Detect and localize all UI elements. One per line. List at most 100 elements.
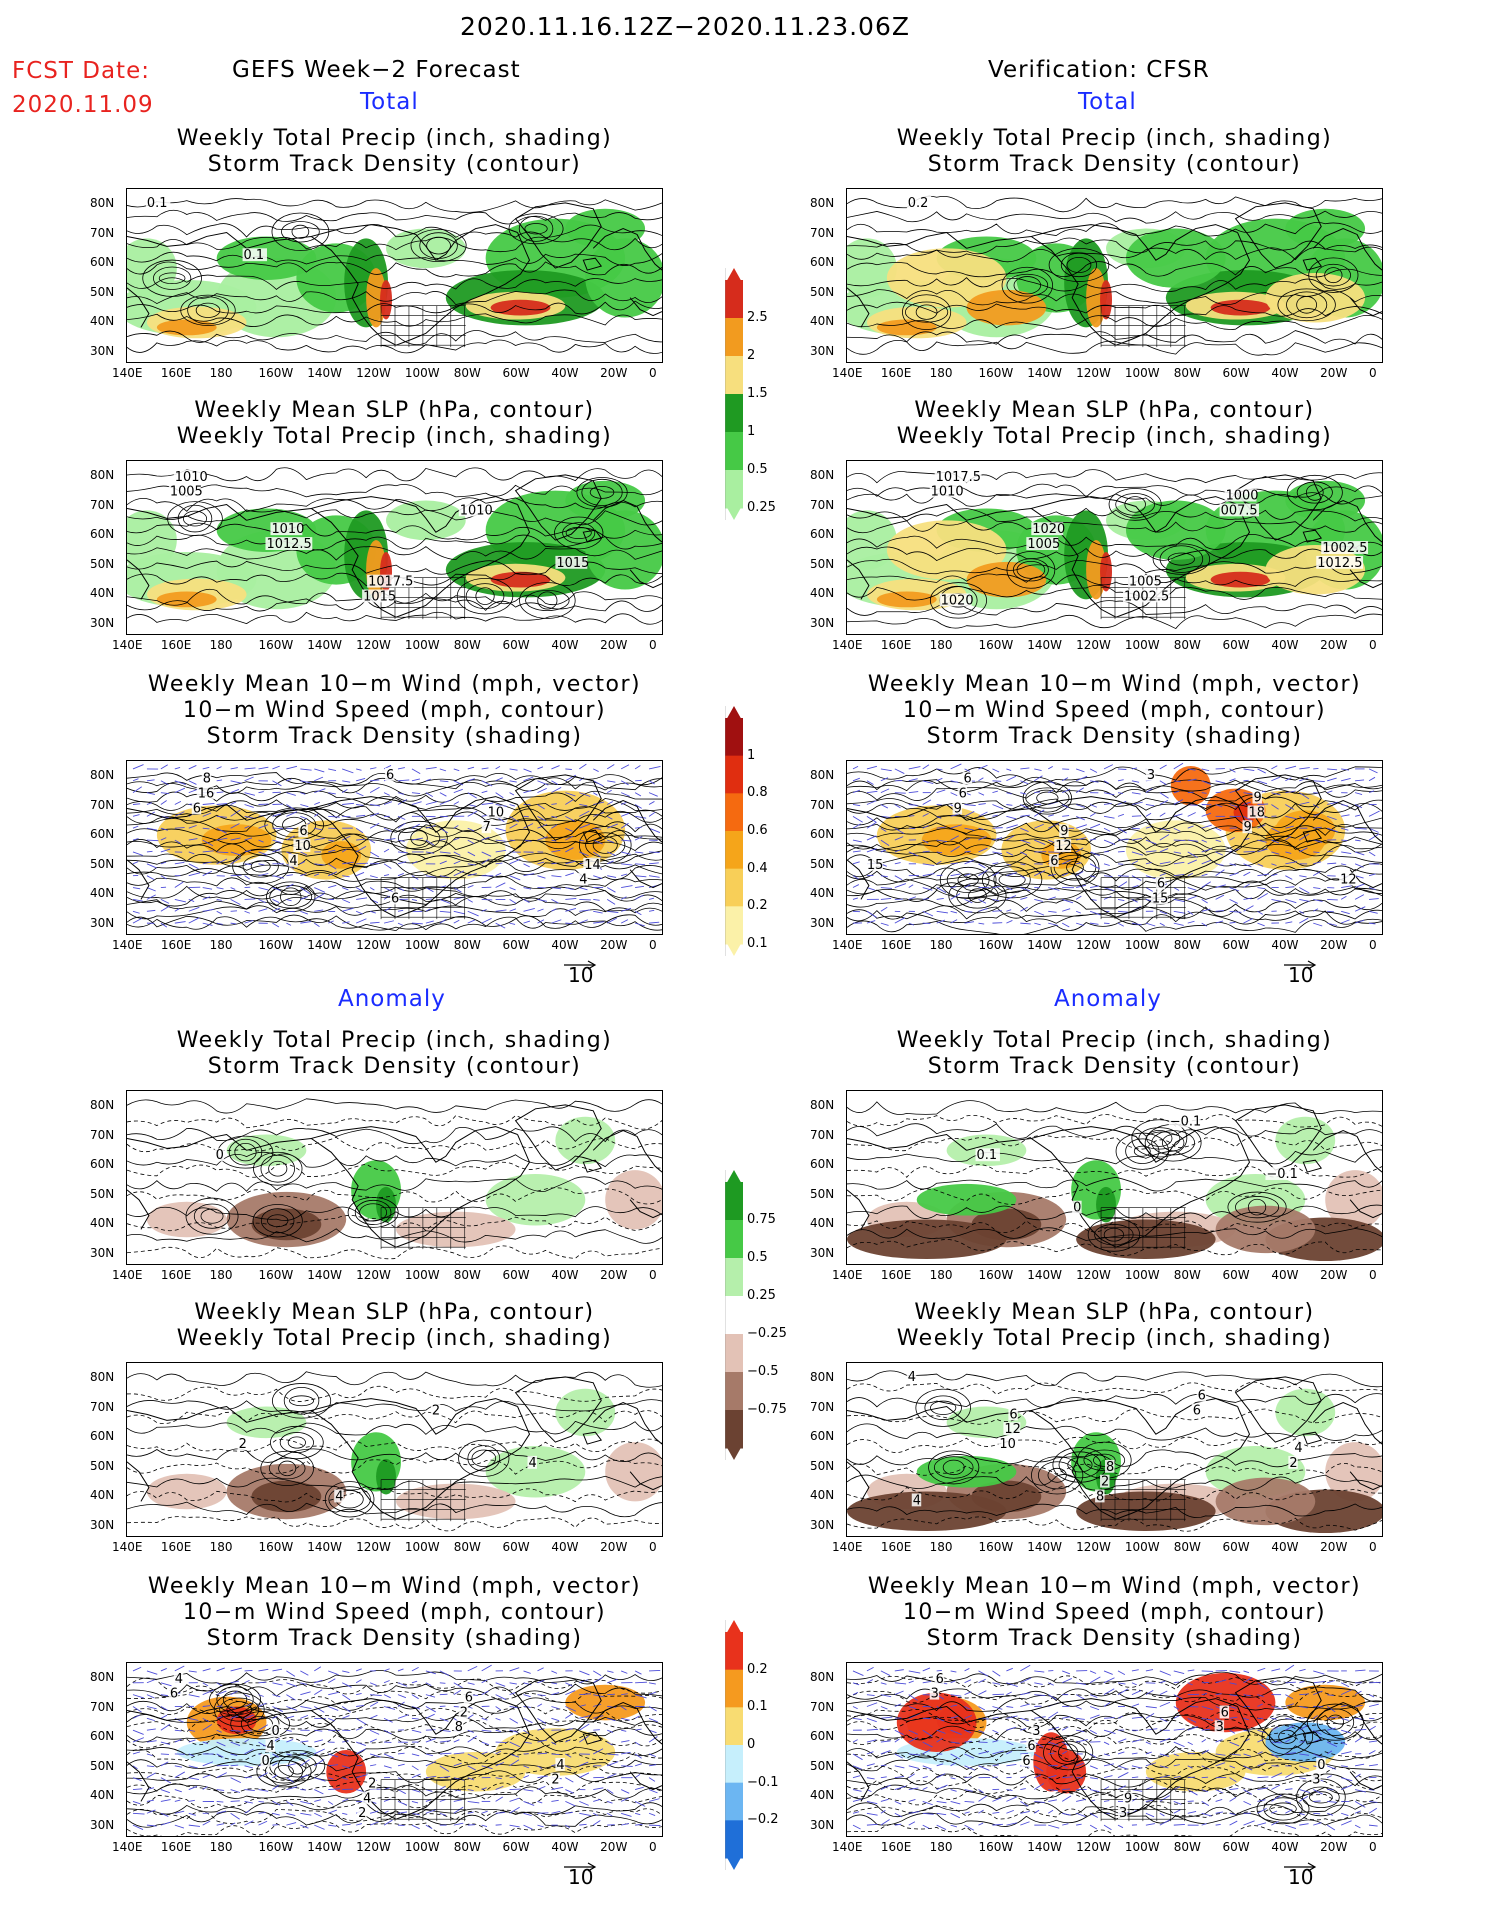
shading-region [395,1211,516,1248]
lon-tick-label: 40W [551,1268,579,1282]
panel-title-line: Storm Track Density (contour) [207,152,582,177]
lon-tick-label: 140W [1027,1540,1063,1554]
lon-tick-label: 160W [978,1840,1014,1854]
lat-tick-label: 30N [810,1245,835,1260]
lon-tick-label: 0 [1369,1540,1377,1554]
shading-region [1170,765,1211,806]
shading-region [966,561,1047,598]
shading-region [585,238,662,318]
lon-tick-label: 60W [502,366,530,380]
contour-label: 1015 [363,589,396,604]
lat-tick-label: 80N [90,1670,115,1684]
shading-region [1076,1219,1216,1260]
lon-tick-label: 160W [978,366,1014,380]
shading-region [1100,279,1113,320]
lat-tick-label: 80N [90,196,115,210]
lon-tick-label: 60W [1222,366,1250,380]
panel-title-line: Weekly Mean 10−m Wind (mph, vector) [867,672,1362,697]
lat-tick-label: 60N [90,1157,115,1171]
lon-tick-label: 100W [1124,1540,1160,1554]
shading-region [216,1706,257,1735]
lon-tick-label: 20W [600,1840,628,1854]
lat-tick-label: 30N [90,1517,115,1532]
lon-tick-label: 180 [929,1268,953,1282]
shading-region [876,319,937,336]
panel-title-line: Weekly Total Precip (inch, shading) [176,424,613,449]
lon-tick-label: 100W [1124,638,1160,652]
shading-region [326,1749,367,1794]
lon-tick-label: 0 [649,1540,657,1554]
lon-tick-label: 40W [551,366,579,380]
contour-label: 6 [1157,877,1165,892]
right-column-title: Verification: CFSR [988,57,1210,83]
lat-tick-label: 80N [810,1098,835,1112]
lon-tick-label: 60W [1222,638,1250,652]
lon-tick-label: 100W [1124,1268,1160,1282]
lon-tick-label: 140W [1027,1840,1063,1854]
lon-tick-label: 0 [1369,366,1377,380]
colorbar-swatch [725,718,743,757]
contour-label: 1015 [556,556,589,571]
lon-tick-label: 40W [551,1540,579,1554]
contour-label: 1017.5 [936,470,981,485]
lon-tick-label: 160W [258,1268,294,1282]
lon-tick-label: 20W [600,938,628,952]
shading-region [1125,228,1226,288]
contour-label: 4 [913,1493,921,1508]
contour-label: 3 [1147,768,1155,783]
lat-tick-label: 60N [810,1429,835,1443]
shading-region [886,248,1007,308]
lon-tick-label: 120W [1076,1840,1111,1854]
lon-tick-label: 80W [453,1540,481,1554]
map-gefs-anom-precip: 0 [126,1090,663,1265]
state-boundaries [1100,1207,1186,1250]
contour-label: 1010 [271,522,304,537]
contour-label: 6 [1198,1389,1206,1404]
lon-tick-label: 160E [160,1268,192,1282]
panel-title-line: Weekly Total Precip (inch, shading) [176,1028,613,1053]
lon-tick-label: 40W [1271,638,1299,652]
contour-label: 10 [488,805,504,820]
lon-tick-label: 80W [453,366,481,380]
lon-tick-label: 100W [1124,366,1160,380]
shading-region [886,520,1007,580]
lat-tick-label: 30N [810,1817,835,1832]
contour-label: 6 [386,768,394,783]
lon-tick-label: 160E [160,638,192,652]
coastlines [127,1104,662,1248]
contour-label: 10 [294,839,310,854]
contour-label: 4 [908,1370,916,1385]
contour-label: 12 [1004,1422,1020,1437]
colorbar-track_anom [724,1620,743,1870]
fcst-date-label: FCST Date: [12,58,150,84]
lon-tick-label: 20W [600,638,628,652]
lon-tick-label: 120W [1076,938,1111,952]
lat-tick-label: 80N [810,1370,835,1384]
colorbar-label: 0.4 [747,860,768,876]
lon-tick-label: 80W [1173,366,1201,380]
colorbar-label: 0.25 [747,1288,776,1303]
lon-tick-label: 140E [832,1268,863,1282]
contour-label: 4 [289,854,297,869]
lon-tick-label: 160E [880,1540,912,1554]
lon-tick-label: 180 [209,638,233,652]
lat-tick-label: 60N [810,527,835,541]
colorbar-swatch [725,280,743,319]
colorbar-label: 1 [747,747,756,763]
contour-lines [127,467,662,625]
lon-tick-label: 100W [404,1840,440,1854]
contour-label: 9 [1124,1791,1132,1806]
contour-label: 6 [1022,1754,1030,1769]
lon-tick-label: 40W [551,1840,579,1854]
colorbar-label: −0.2 [747,1812,779,1828]
shading-region [201,824,272,856]
lon-tick-label: 160E [880,366,912,380]
contour-label: 0.1 [977,1148,998,1163]
lon-tick-label: 180 [929,1840,953,1854]
lat-tick-label: 40N [90,314,115,328]
contour-label: 15 [867,858,883,873]
lon-tick-label: 160W [978,1540,1014,1554]
shading-region [1285,1684,1366,1721]
contour-label: 8 [1096,1489,1104,1504]
